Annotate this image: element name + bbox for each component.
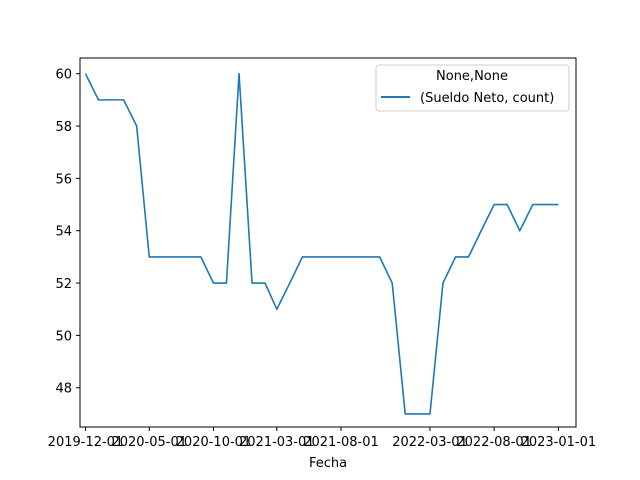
series-line <box>84 72 559 415</box>
x-tick-label: 2023-01-01 <box>521 435 597 450</box>
legend-title: None,None <box>436 69 508 84</box>
x-tick-label: 2021-03-01 <box>239 435 315 450</box>
x-tick-label: 2022-03-01 <box>392 435 468 450</box>
y-axis: 48 50 52 54 56 58 60 <box>55 68 80 397</box>
legend: None,None (Sueldo Neto, count) <box>375 64 570 112</box>
plot-area <box>80 58 576 427</box>
x-axis: 2019-12-012020-05-012020-10-012021-03-01… <box>48 427 596 450</box>
x-tick-label: 2020-10-01 <box>176 435 252 450</box>
x-tick-label: 2022-08-01 <box>456 435 532 450</box>
y-tick-label: 60 <box>55 68 72 83</box>
legend-box <box>375 64 570 112</box>
plot-frame <box>79 57 577 428</box>
x-tick-label: 2019-12-01 <box>48 435 124 450</box>
x-axis-title: Fecha <box>309 456 347 471</box>
y-tick-label: 54 <box>55 225 72 240</box>
x-tick-label: 2020-05-01 <box>111 435 187 450</box>
y-tick-label: 56 <box>55 172 72 187</box>
axes-layer <box>79 57 577 428</box>
y-tick-label: 48 <box>55 382 72 397</box>
x-tick-label: 2021-08-01 <box>303 435 379 450</box>
series-layer <box>84 72 559 415</box>
y-tick-label: 52 <box>55 277 72 292</box>
y-tick-label: 58 <box>55 120 72 135</box>
y-tick-label: 50 <box>55 329 72 344</box>
legend-entry: (Sueldo Neto, count) <box>420 91 554 106</box>
